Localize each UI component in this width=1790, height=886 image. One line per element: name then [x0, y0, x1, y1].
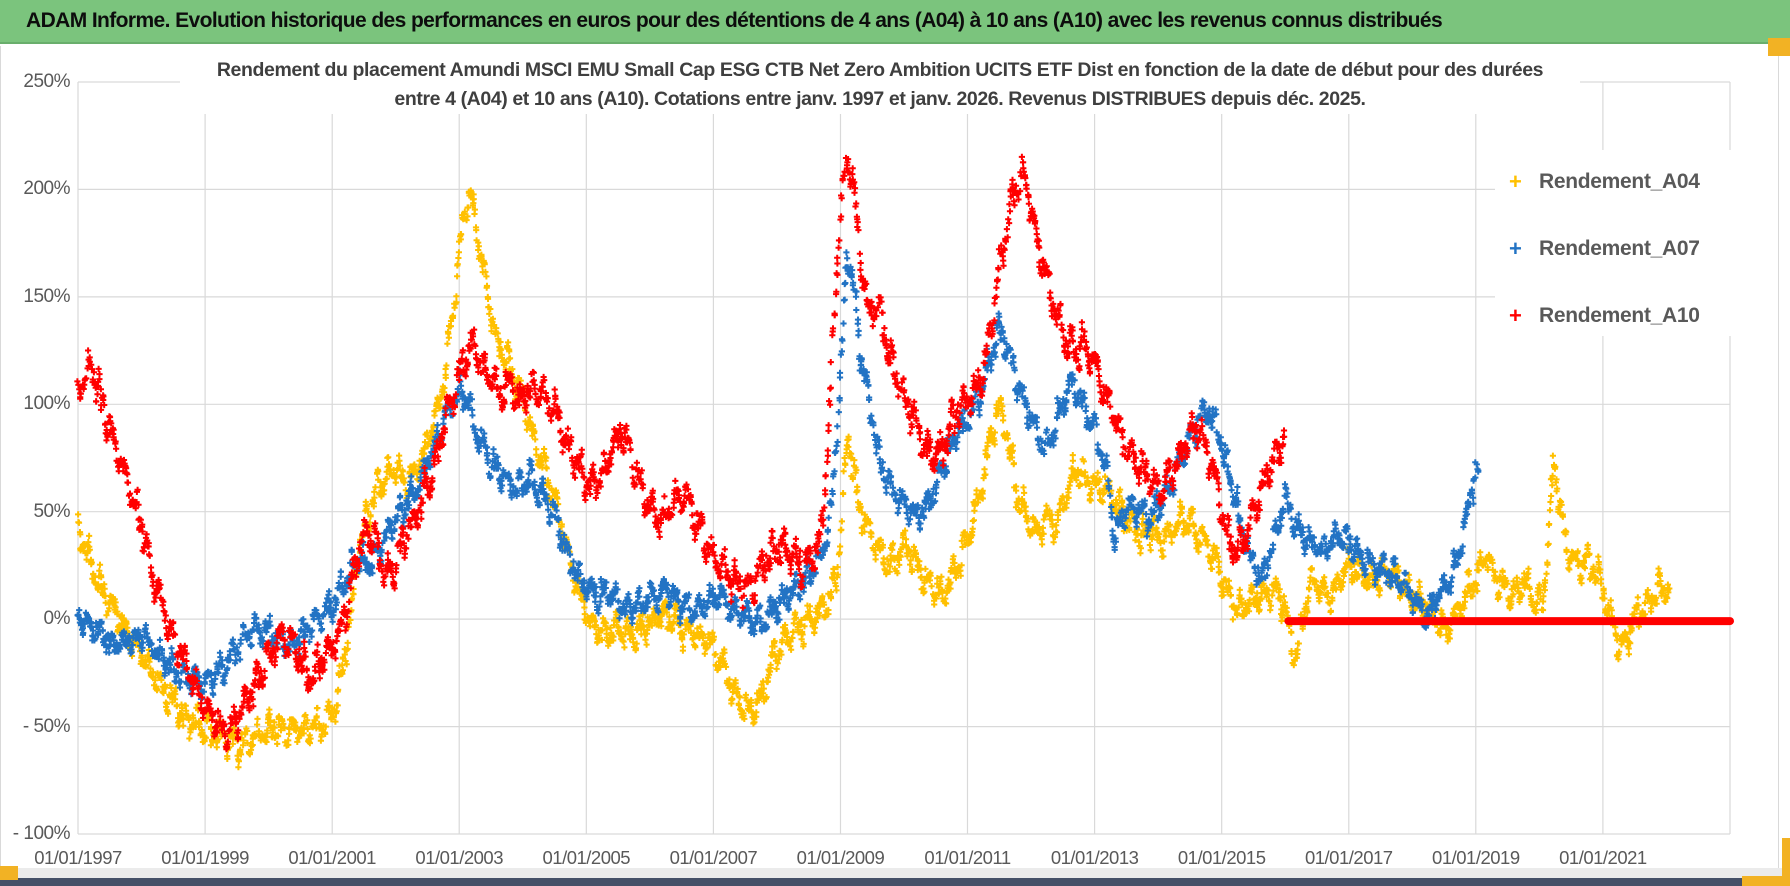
gridlines — [77, 81, 1731, 835]
x-tick-label: 01/01/2003 — [415, 847, 504, 868]
x-tick-label: 01/01/1997 — [34, 847, 122, 868]
chart-frame-border — [1778, 46, 1779, 868]
banner-title: ADAM Informe. Evolution historique des p… — [26, 9, 1443, 32]
legend-label: Rendement_A07 — [1539, 237, 1700, 260]
legend-marker-icon: + — [1509, 303, 1522, 328]
orange-corner-bottom-left — [0, 866, 18, 880]
legend-item-Rendement_A07: + Rendement_A07 — [1509, 235, 1700, 263]
window-left-edge — [0, 46, 1, 868]
chart-title: Rendement du placement Amundi MSCI EMU S… — [180, 56, 1580, 114]
legend-marker-icon: + — [1509, 169, 1522, 194]
y-tick-label: - 100% — [12, 823, 71, 844]
chart-legend: + Rendement_A04 + Rendement_A07 + Rendement_A… — [1495, 150, 1779, 336]
y-tick-label: 0% — [43, 608, 71, 630]
y-tick-label: 50% — [33, 500, 70, 522]
y-tick-label: 250% — [23, 71, 70, 92]
bottom-strip — [0, 868, 1790, 878]
legend-item-Rendement_A04: + Rendement_A04 — [1509, 168, 1700, 196]
y-tick-label: 100% — [23, 393, 70, 415]
legend-marker-icon: + — [1509, 236, 1522, 261]
orange-corner-bottom-right-vertical — [1782, 838, 1790, 886]
legend-label: Rendement_A04 — [1539, 170, 1700, 193]
bottom-bar — [0, 878, 1790, 886]
series-Rendement_A04 — [75, 187, 1673, 771]
orange-corner-top-right — [1768, 38, 1790, 56]
legend-item-Rendement_A10: + Rendement_A10 — [1509, 302, 1700, 330]
x-tick-label: 01/01/2019 — [1432, 847, 1520, 868]
series-Rendement_A10 — [74, 153, 1288, 753]
x-tick-label: 01/01/2013 — [1050, 847, 1139, 868]
x-tick-label: 01/01/2015 — [1177, 847, 1266, 868]
x-tick-label: 01/01/2017 — [1304, 847, 1393, 868]
x-tick-label: 01/01/2009 — [796, 847, 885, 868]
x-tick-label: 01/01/2001 — [288, 847, 376, 868]
orange-corner-bottom-right-horizontal — [1742, 876, 1790, 886]
y-tick-label: - 50% — [22, 715, 71, 737]
x-tick-label: 01/01/1999 — [161, 847, 249, 868]
y-tick-label: 200% — [23, 178, 70, 200]
chart-title-line2: entre 4 (A04) et 10 ans (A10). Cotations… — [394, 88, 1366, 110]
x-tick-label: 01/01/2005 — [542, 847, 631, 868]
banner: ADAM Informe. Evolution historique des p… — [0, 0, 1790, 44]
legend-label: Rendement_A10 — [1539, 304, 1700, 327]
chart-title-line1: Rendement du placement Amundi MSCI EMU S… — [216, 59, 1544, 81]
y-tick-label: 150% — [23, 285, 70, 307]
x-tick-label: 01/01/2007 — [669, 847, 758, 868]
x-tick-label: 01/01/2021 — [1559, 847, 1647, 868]
x-tick-label: 01/01/2011 — [924, 847, 1011, 868]
